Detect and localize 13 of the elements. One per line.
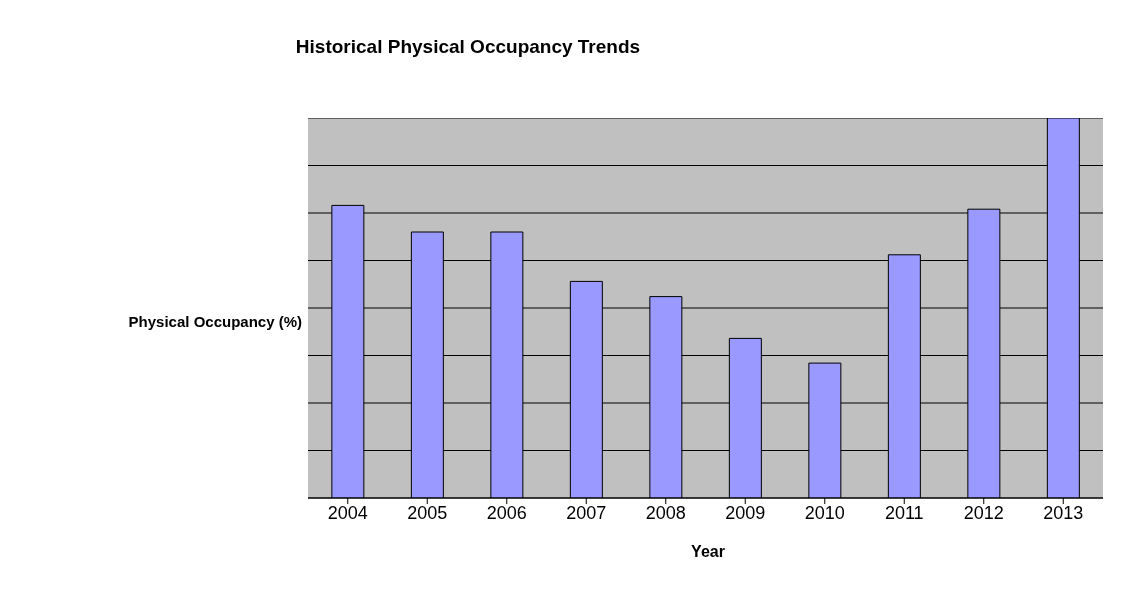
x-tick-label: 2010 [804,502,845,523]
chart-title: Historical Physical Occupancy Trends [294,36,642,58]
x-tick-label: 2008 [645,502,686,523]
x-tick-label: 2009 [725,502,766,523]
x-axis-title: Year [690,543,726,561]
x-tick-label: 2007 [566,502,607,523]
x-tick-label: 2013 [1043,502,1084,523]
y-axis-title: Physical Occupancy (%) [128,313,302,330]
x-tick-label: 2005 [407,502,448,523]
x-tick-label: 2006 [486,502,527,523]
x-tick-label: 2004 [327,502,368,523]
x-tick-label: 2012 [963,502,1004,523]
x-tick-label: 2011 [884,502,924,523]
